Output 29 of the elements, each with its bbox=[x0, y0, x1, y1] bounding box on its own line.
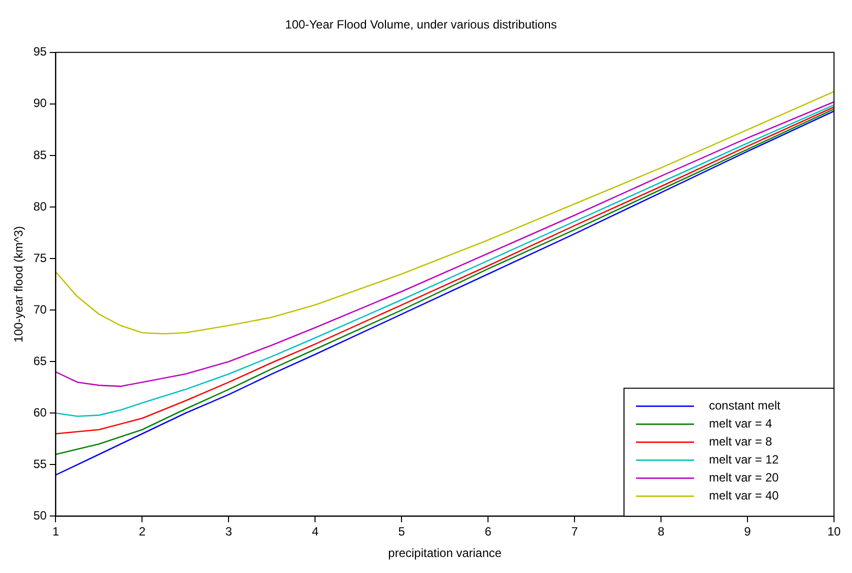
y-tick-label: 95 bbox=[33, 44, 48, 59]
y-tick-label: 50 bbox=[33, 508, 48, 523]
legend-label: melt var = 20 bbox=[709, 470, 780, 485]
legend-label: constant melt bbox=[709, 398, 782, 413]
x-tick-label: 10 bbox=[827, 524, 841, 539]
y-axis-title: 100-year flood (km^3) bbox=[12, 226, 26, 342]
y-tick-label: 80 bbox=[33, 199, 48, 214]
legend-label: melt var = 4 bbox=[709, 416, 772, 431]
y-tick-label: 85 bbox=[33, 148, 48, 162]
y-tick-label: 60 bbox=[33, 405, 48, 420]
x-axis-title: precipitation variance bbox=[388, 546, 502, 560]
x-tick-label: 5 bbox=[398, 524, 406, 539]
y-tick-label: 90 bbox=[33, 96, 48, 110]
y-tick-label: 55 bbox=[33, 456, 48, 471]
x-tick-label: 4 bbox=[312, 524, 319, 539]
legend-label: melt var = 12 bbox=[709, 452, 780, 467]
y-tick-label: 70 bbox=[33, 302, 48, 316]
chart-title: 100-Year Flood Volume, under various distributions bbox=[285, 18, 557, 32]
legend-label: melt var = 8 bbox=[709, 434, 772, 449]
y-tick-label: 75 bbox=[33, 250, 48, 265]
x-tick-label: 7 bbox=[571, 524, 578, 539]
x-tick-label: 9 bbox=[744, 524, 752, 539]
x-tick-label: 2 bbox=[138, 524, 146, 539]
x-tick-label: 3 bbox=[225, 524, 232, 539]
x-tick-label: 1 bbox=[52, 524, 60, 539]
x-tick-label: 6 bbox=[484, 524, 492, 539]
y-tick-label: 65 bbox=[33, 354, 48, 368]
legend-label: melt var = 40 bbox=[709, 488, 780, 503]
x-tick-label: 8 bbox=[658, 524, 665, 539]
